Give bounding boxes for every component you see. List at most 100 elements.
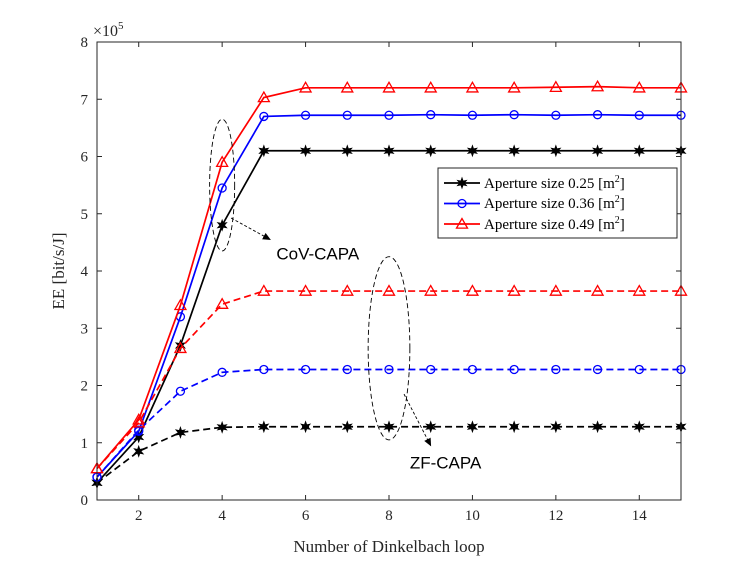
data-point bbox=[592, 144, 604, 158]
data-point bbox=[342, 110, 352, 120]
data-point bbox=[549, 284, 563, 296]
annotation-arrow-0 bbox=[230, 217, 271, 240]
data-point bbox=[550, 420, 562, 434]
data-point bbox=[632, 80, 646, 93]
legend-entry-0: Aperture size 0.25 [m2] bbox=[484, 174, 625, 192]
data-point bbox=[508, 144, 520, 158]
annotations-layer bbox=[209, 118, 432, 447]
data-point bbox=[632, 284, 646, 296]
data-point bbox=[258, 144, 270, 158]
annotation-zf-capa: ZF-CAPA bbox=[410, 454, 482, 473]
annotation-ellipse-0 bbox=[209, 118, 236, 252]
data-point bbox=[215, 297, 229, 309]
y-tick-label: 6 bbox=[81, 150, 89, 166]
data-point bbox=[634, 364, 644, 375]
legend-entry-2-sup: 2 bbox=[615, 215, 620, 226]
annotation-cov-capa: CoV-CAPA bbox=[276, 245, 359, 264]
legend-entry-2-text: Aperture size 0.49 [m bbox=[484, 217, 615, 233]
data-point bbox=[465, 80, 480, 93]
legend-entry-0-text: Aperture size 0.25 [m bbox=[484, 176, 615, 192]
series-0 bbox=[91, 144, 687, 490]
legend-marker-0 bbox=[456, 176, 468, 190]
legend-samples bbox=[444, 176, 480, 229]
legend-entry-1-sup: 2 bbox=[615, 194, 620, 205]
data-point bbox=[551, 110, 561, 120]
series-line-4 bbox=[96, 368, 681, 478]
data-point bbox=[132, 415, 146, 428]
data-point bbox=[257, 284, 271, 296]
data-point bbox=[259, 111, 269, 122]
data-point bbox=[258, 420, 270, 434]
data-point bbox=[426, 364, 436, 375]
y-tick-label: 1 bbox=[81, 436, 89, 452]
data-point bbox=[550, 144, 562, 158]
data-point bbox=[425, 144, 437, 158]
y-axis-label: EE [bit/s/J] bbox=[49, 233, 68, 310]
data-point bbox=[384, 110, 394, 120]
data-point bbox=[174, 426, 186, 439]
axes-box bbox=[96, 41, 682, 501]
data-point bbox=[467, 110, 478, 120]
data-point bbox=[257, 90, 271, 103]
data-point bbox=[507, 80, 521, 93]
data-point bbox=[300, 144, 312, 158]
data-point bbox=[592, 364, 603, 375]
x-tick-label: 10 bbox=[465, 508, 480, 524]
data-point bbox=[634, 110, 644, 120]
data-point bbox=[341, 420, 353, 434]
data-point bbox=[424, 80, 438, 93]
y-tick-label: 3 bbox=[81, 321, 89, 337]
data-point bbox=[133, 444, 145, 458]
x-tick-label: 6 bbox=[302, 508, 310, 524]
data-point bbox=[217, 367, 227, 377]
data-point bbox=[340, 284, 354, 296]
data-point bbox=[509, 364, 519, 375]
series-5 bbox=[90, 284, 688, 474]
y-tick-label: 2 bbox=[81, 379, 89, 395]
data-point bbox=[300, 364, 311, 375]
data-point bbox=[467, 364, 478, 375]
legend-entry-2: Aperture size 0.49 [m2] bbox=[484, 215, 625, 233]
data-point bbox=[300, 420, 312, 434]
data-point bbox=[633, 144, 645, 158]
data-point bbox=[173, 298, 188, 311]
series-layer bbox=[90, 79, 688, 490]
data-point bbox=[633, 420, 645, 434]
x-tick-label: 2 bbox=[135, 508, 143, 524]
legend-entry-0-sup: 2 bbox=[615, 174, 620, 185]
data-point bbox=[426, 110, 436, 120]
y-tick-label: 8 bbox=[81, 35, 89, 51]
legend-entry-2-suffix: ] bbox=[620, 217, 625, 233]
data-point bbox=[216, 420, 228, 434]
y-tick-label: 0 bbox=[81, 493, 89, 509]
legend-entry-1: Aperture size 0.36 [m2] bbox=[484, 194, 625, 212]
data-point bbox=[217, 183, 227, 193]
y-tick-label: 4 bbox=[81, 264, 89, 280]
legend: Aperture size 0.25 [m2] Aperture size 0.… bbox=[437, 167, 678, 239]
data-point bbox=[342, 364, 352, 375]
x-axis-label: Number of Dinkelbach loop bbox=[293, 537, 484, 556]
y-multiplier-base: ×10 bbox=[93, 23, 118, 40]
data-point bbox=[216, 218, 228, 232]
x-tick-label: 8 bbox=[385, 508, 393, 524]
data-point bbox=[549, 80, 563, 93]
legend-marker-2 bbox=[455, 217, 469, 229]
data-point bbox=[466, 420, 478, 434]
series-line-5 bbox=[96, 290, 681, 470]
data-point bbox=[592, 420, 604, 434]
data-point bbox=[507, 284, 521, 296]
annotation-ellipse-1 bbox=[367, 256, 411, 441]
data-point bbox=[340, 80, 354, 93]
data-point bbox=[382, 284, 396, 296]
data-point bbox=[508, 420, 520, 434]
data-point bbox=[590, 284, 605, 296]
data-point bbox=[592, 110, 603, 120]
data-point bbox=[173, 341, 188, 354]
data-point bbox=[134, 425, 144, 435]
data-point bbox=[341, 144, 353, 158]
data-point bbox=[384, 364, 394, 375]
y-tick-label: 5 bbox=[81, 207, 89, 223]
legend-entry-1-suffix: ] bbox=[620, 196, 625, 212]
